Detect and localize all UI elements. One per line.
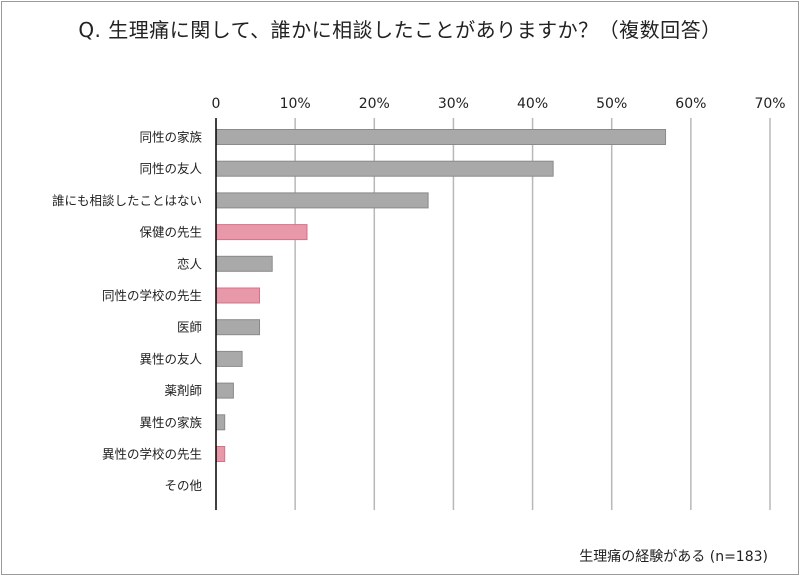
chart-note: 生理痛の経験がある (n=183) <box>579 549 768 565</box>
category-label: 異性の学校の先生 <box>102 447 202 462</box>
x-tick-label: 30% <box>438 96 469 112</box>
x-tick-label: 60% <box>675 96 706 112</box>
category-label: 異性の家族 <box>139 415 202 430</box>
bar <box>215 287 261 304</box>
category-label: 医師 <box>177 320 202 335</box>
category-label: 薬剤師 <box>164 383 202 398</box>
bar <box>215 129 667 145</box>
chart-title: Q. 生理痛に関して、誰かに相談したことがありますか？（複数回答） <box>78 18 722 42</box>
category-label: 誰にも相談したことはない <box>52 193 202 208</box>
category-label: 同性の家族 <box>139 130 202 145</box>
category-label: 同性の学校の先生 <box>102 288 202 303</box>
bar <box>215 350 243 367</box>
bar <box>215 192 429 209</box>
x-tick-label: 20% <box>359 96 390 112</box>
bar <box>215 446 226 462</box>
bar <box>215 319 261 336</box>
category-label: その他 <box>164 478 202 493</box>
category-label: 恋人 <box>177 256 203 271</box>
x-tick-label: 10% <box>280 96 311 112</box>
x-tick-label: 40% <box>517 96 548 112</box>
bar <box>215 160 554 177</box>
category-label: 保健の先生 <box>139 225 202 240</box>
category-label: 同性の友人 <box>139 161 202 176</box>
bar <box>215 224 308 241</box>
bar <box>215 382 234 399</box>
x-tick-label: 0 <box>212 96 221 112</box>
bar <box>215 414 226 431</box>
x-tick-label: 70% <box>754 96 785 112</box>
category-label: 異性の友人 <box>139 351 202 366</box>
bar <box>215 255 273 272</box>
x-tick-label: 50% <box>596 96 627 112</box>
